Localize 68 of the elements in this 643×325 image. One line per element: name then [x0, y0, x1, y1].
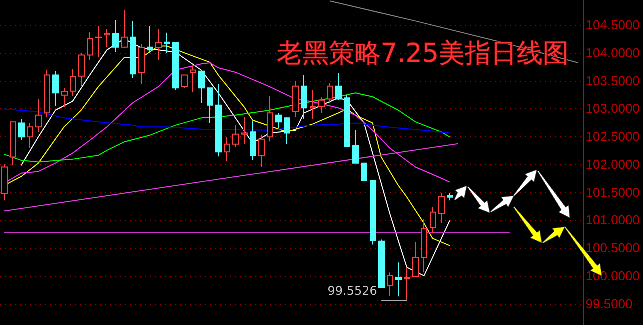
- candlestick: [301, 74, 307, 120]
- candlestick: [172, 42, 179, 91]
- y-tick-label: 103.5000: [586, 73, 640, 88]
- line-series: [4, 108, 450, 134]
- candlestick: [35, 98, 42, 133]
- candlestick: [430, 206, 436, 234]
- candlestick: [164, 32, 170, 54]
- candlestick: [61, 88, 68, 108]
- candlestick: [198, 70, 205, 104]
- candlestick: [224, 136, 230, 162]
- candlestick: [207, 88, 213, 124]
- candlestick: [112, 20, 119, 53]
- candlestick: [52, 70, 59, 107]
- candlestick: [284, 116, 290, 145]
- candlestick: [327, 82, 333, 104]
- y-tick-label: 101.0000: [586, 212, 640, 228]
- y-tick-label: 100.0000: [586, 268, 640, 284]
- candlestick: [370, 180, 376, 246]
- y-tick-label: 100.5000: [586, 240, 640, 256]
- candlestick: [18, 118, 25, 141]
- candlestick: [104, 28, 110, 48]
- y-tick-label: 101.5000: [586, 184, 640, 200]
- candlestick: [121, 10, 128, 48]
- candlestick: [215, 84, 222, 158]
- y-tick-label: 102.0000: [586, 156, 640, 172]
- candlestick: [87, 32, 93, 61]
- candlestick: [421, 219, 427, 274]
- candlestick: [267, 96, 273, 142]
- candlestick: [258, 134, 265, 168]
- y-tick-label: 99.5000: [586, 296, 633, 312]
- candlestick: [447, 192, 453, 202]
- text: 老黑策略7.25美指日线图: [277, 39, 569, 69]
- candlestick: [44, 70, 50, 118]
- candlestick: [1, 164, 8, 202]
- candlestick: [335, 72, 342, 101]
- candlestick: [232, 124, 239, 148]
- candlestick: [147, 26, 153, 54]
- candlestick: [292, 80, 299, 118]
- candlestick: [275, 112, 282, 129]
- candlestick: [130, 20, 136, 79]
- candlestick: [78, 52, 85, 87]
- y-tick-label: 102.5000: [586, 129, 640, 144]
- candlestick: [404, 267, 410, 302]
- candlestick: [412, 242, 419, 277]
- candlestick: [181, 74, 188, 89]
- candlestick: [138, 44, 145, 85]
- annotation: 99.5526: [328, 284, 378, 298]
- candlestick: [190, 66, 196, 92]
- y-tick-label: 104.5000: [586, 18, 640, 33]
- line-series: [4, 92, 450, 163]
- candlestick: [70, 68, 76, 97]
- y-tick-label: 104.0000: [586, 45, 640, 60]
- candlestick: [10, 122, 16, 166]
- candlestick: [344, 94, 350, 148]
- candlestick: [155, 28, 162, 61]
- candlestick: [241, 116, 248, 145]
- candlestick: [95, 26, 102, 58]
- candlestick: [27, 122, 33, 149]
- candlestick: [310, 90, 316, 120]
- candlestick: [395, 262, 402, 298]
- y-tick-label: 103.0000: [586, 101, 640, 116]
- candlestick: [387, 272, 393, 297]
- candlestick: [250, 121, 256, 162]
- candlestick: [361, 162, 367, 182]
- candlestick: [318, 96, 325, 114]
- candlestick: [438, 192, 445, 224]
- candlestick: [352, 130, 359, 164]
- candlestick: [378, 239, 385, 288]
